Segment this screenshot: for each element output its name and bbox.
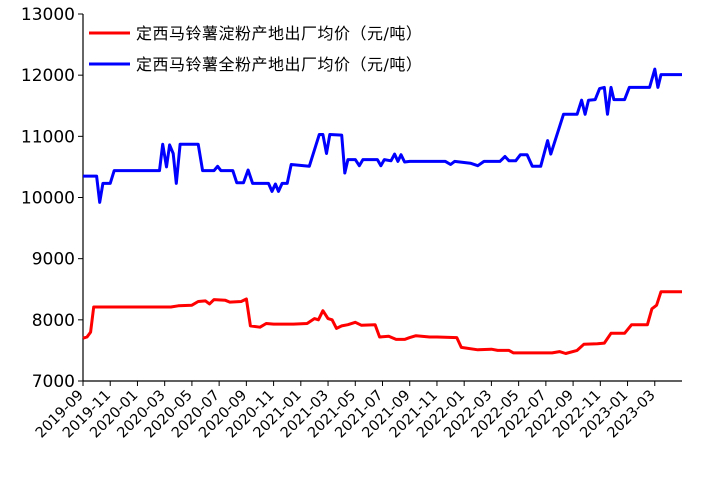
y-tick-label: 12000 xyxy=(21,66,75,86)
series-lines xyxy=(82,67,682,355)
series-line-0 xyxy=(82,290,682,355)
legend: 定西马铃薯淀粉产地出厂均价（元/吨） 定西马铃薯全粉产地出厂均价（元/吨） xyxy=(89,24,422,74)
legend-label-0: 定西马铃薯淀粉产地出厂均价（元/吨） xyxy=(136,24,422,43)
y-tick-label: 10000 xyxy=(21,189,75,209)
y-tick-label: 9000 xyxy=(32,250,75,270)
y-tick-label: 13000 xyxy=(21,5,75,25)
y-tick-label: 11000 xyxy=(21,127,75,147)
series-line-1 xyxy=(83,67,682,204)
y-tick-label: 7000 xyxy=(32,372,75,392)
legend-label-1: 定西马铃薯全粉产地出厂均价（元/吨） xyxy=(136,55,422,74)
y-tick-label: 8000 xyxy=(32,311,75,331)
